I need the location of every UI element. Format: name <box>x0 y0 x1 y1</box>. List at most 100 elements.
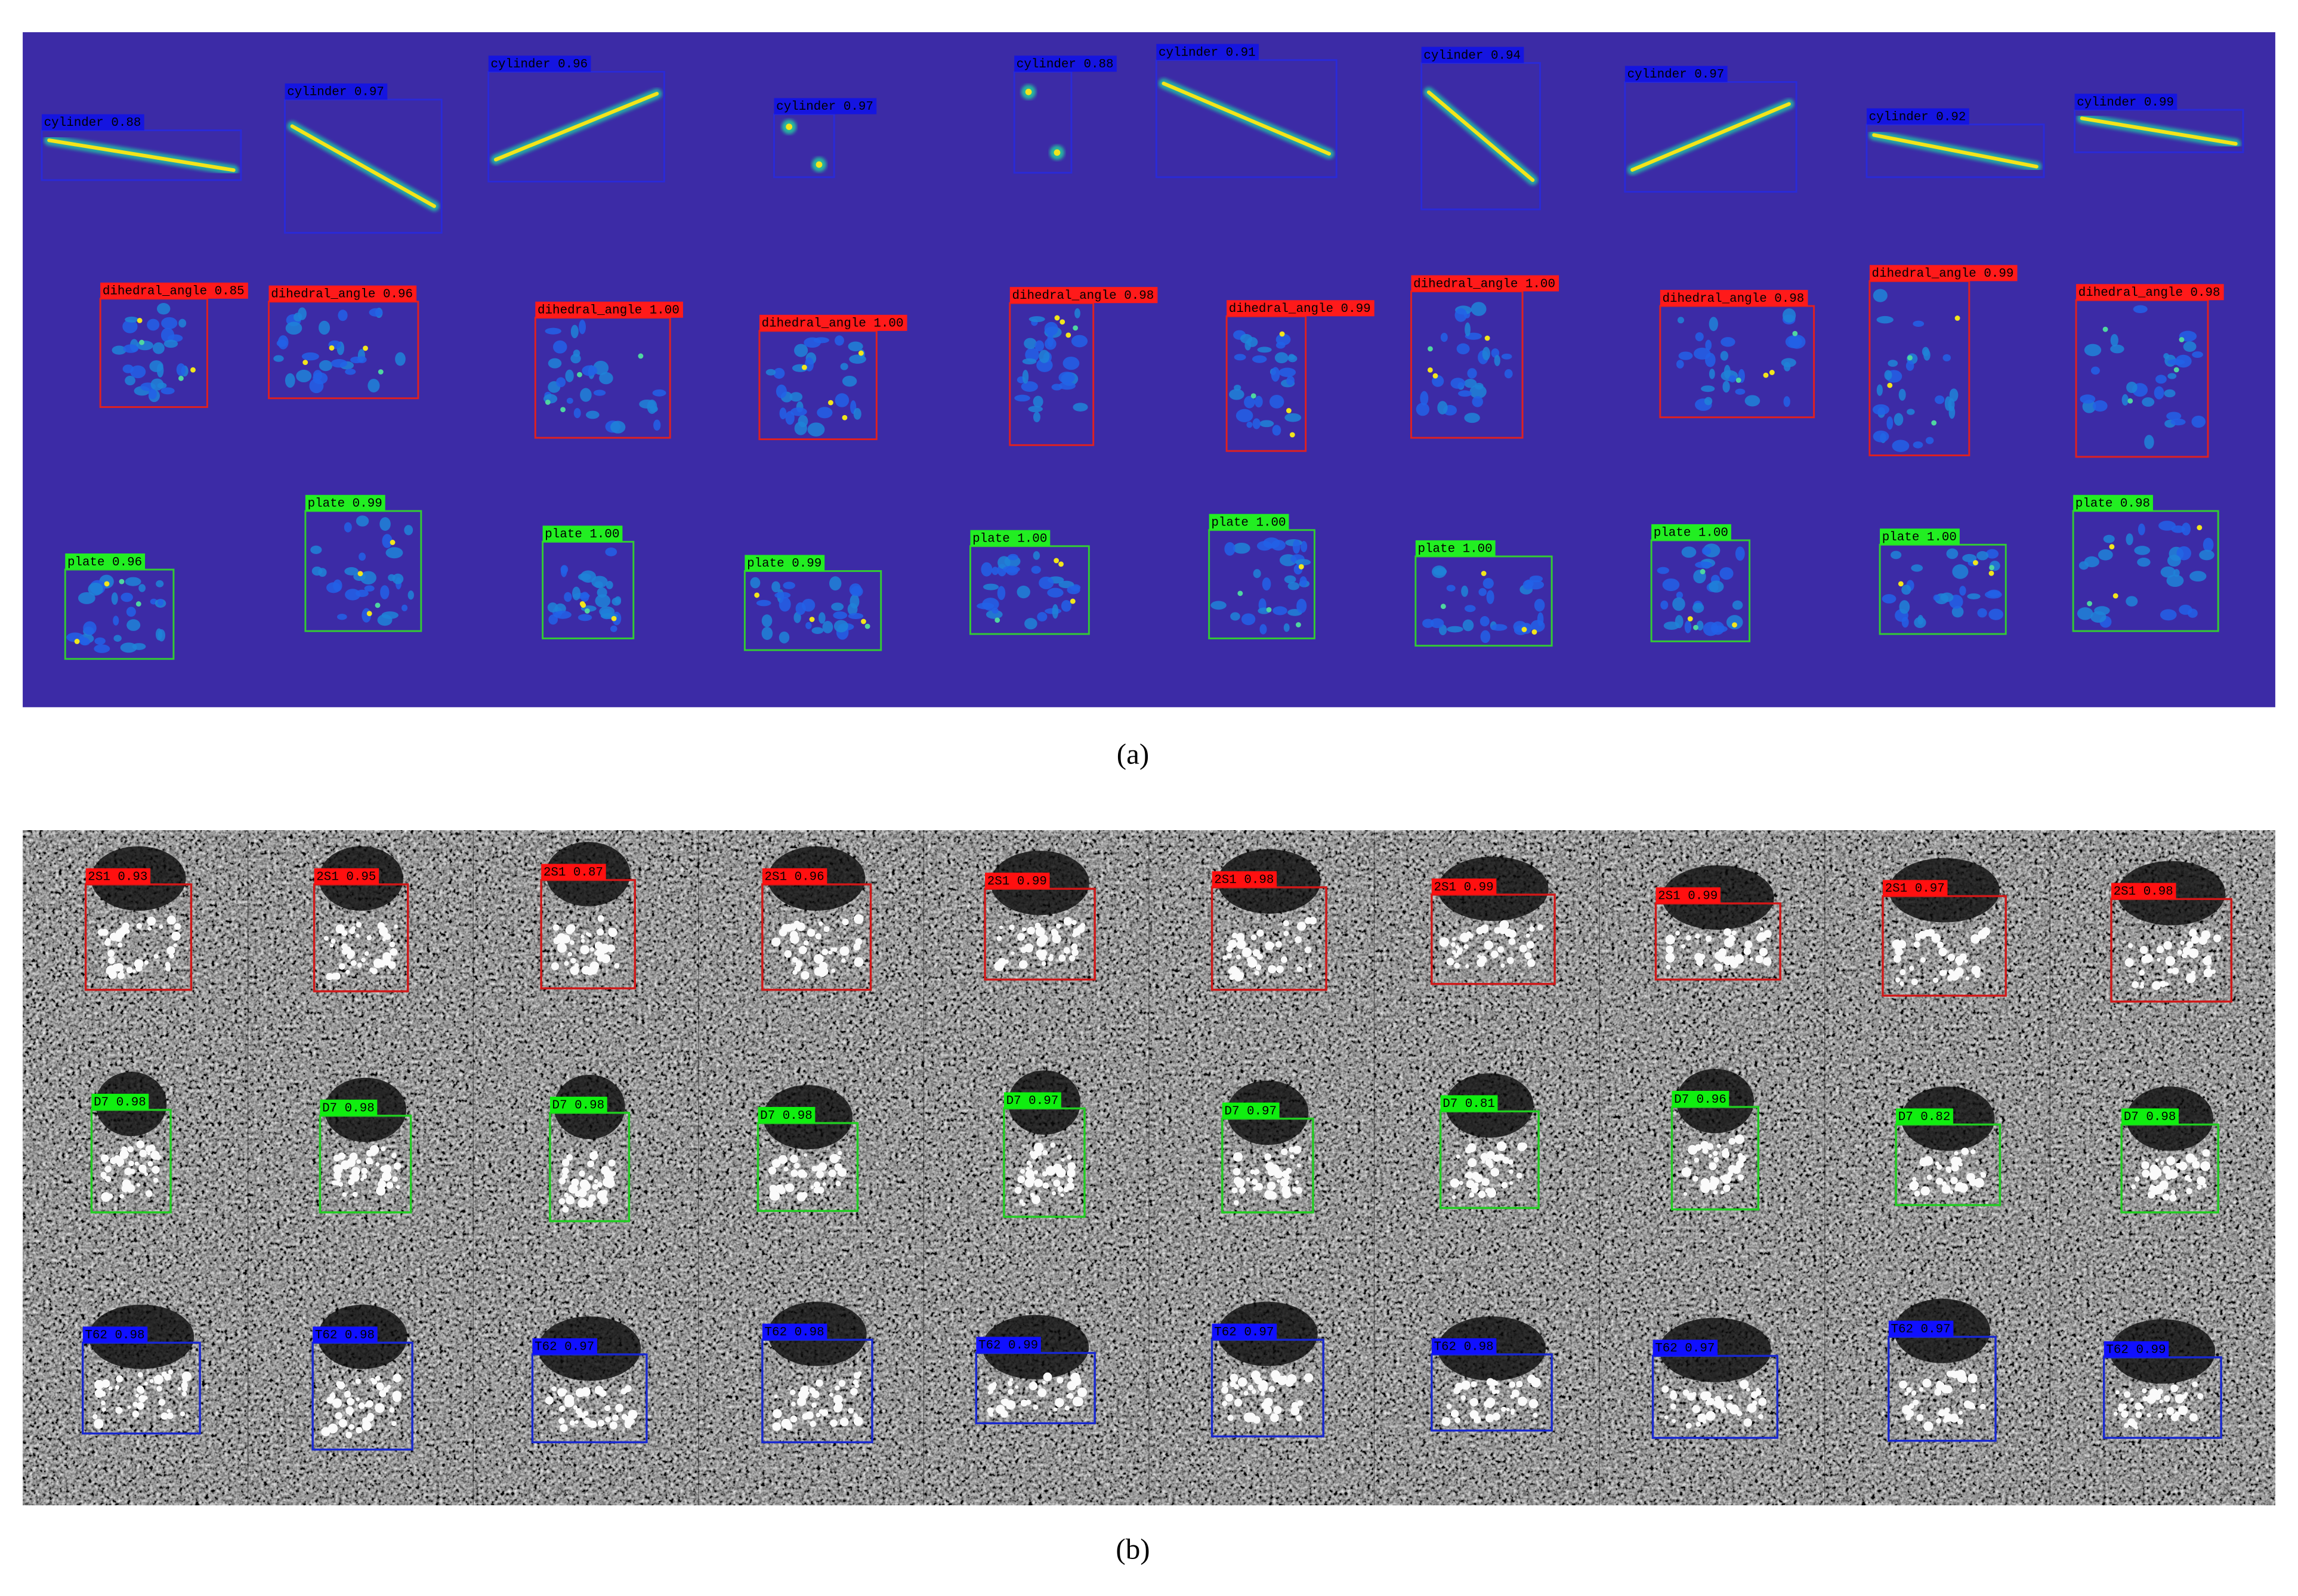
scatter-blob <box>835 393 850 407</box>
target-speckle <box>1035 927 1045 937</box>
target-speckle <box>1959 953 1967 961</box>
target-speckle <box>1695 1144 1702 1151</box>
target-speckle <box>620 1388 628 1395</box>
target-speckle <box>1757 932 1767 942</box>
target-speckle <box>610 1171 616 1176</box>
scatter-blob <box>561 565 567 577</box>
scatter-blob <box>1663 621 1680 630</box>
scatter-blob <box>338 310 348 321</box>
label-background <box>762 1323 827 1340</box>
target-speckle <box>2191 935 2200 944</box>
scatter-blob <box>313 372 328 385</box>
scatter-peak <box>1054 558 1060 564</box>
target-speckle <box>1484 940 1494 950</box>
target-speckle <box>335 1412 342 1419</box>
target-speckle <box>1906 1387 1912 1393</box>
target-speckle <box>1268 1385 1275 1393</box>
scatter-blob <box>1922 347 1929 357</box>
scatter-blob <box>652 389 666 397</box>
target-speckle <box>568 1184 578 1194</box>
target-speckle <box>321 1427 331 1437</box>
scatter-blob <box>610 420 626 434</box>
target-speckle <box>371 1379 378 1385</box>
detection-label: T62 0.97 <box>535 1341 594 1354</box>
scatter-blob <box>344 567 359 576</box>
target-speckle <box>2139 984 2144 989</box>
target-speckle <box>783 1167 789 1172</box>
scatter-blob <box>156 580 164 587</box>
scatter-peak <box>861 618 866 624</box>
target-speckle <box>110 966 115 970</box>
target-speckle <box>373 958 383 969</box>
scatter-peak <box>754 592 760 598</box>
target-speckle <box>1450 1178 1460 1188</box>
target-speckle <box>839 946 850 956</box>
target-speckle <box>558 1177 566 1184</box>
target-speckle <box>1675 930 1680 936</box>
target-speckle <box>1755 955 1763 963</box>
detection-label: 2S1 0.95 <box>316 871 376 884</box>
target-speckle <box>1723 1184 1731 1192</box>
target-speckle <box>2182 1394 2187 1399</box>
target-speckle <box>350 960 357 966</box>
scatter-peak <box>1298 564 1304 570</box>
target-speckle <box>2177 949 2182 955</box>
scatter-blob <box>614 596 622 604</box>
scatter-blob <box>1692 602 1704 613</box>
scatter-blob <box>817 407 833 419</box>
scatter-blob <box>2158 521 2176 531</box>
target-speckle <box>1529 926 1535 932</box>
target-speckle <box>2186 941 2194 948</box>
scatter-blob <box>1684 620 1692 633</box>
scatter-blob <box>1976 551 1989 561</box>
target-speckle <box>1469 1192 1475 1198</box>
target-speckle <box>580 939 585 943</box>
target-speckle <box>562 1206 569 1213</box>
target-speckle <box>1713 1190 1718 1195</box>
scatter-blob <box>2192 351 2203 358</box>
target-speckle <box>1893 955 1901 963</box>
detection-label: plate 1.00 <box>1882 531 1957 545</box>
scatter-blob <box>779 596 791 612</box>
target-speckle <box>159 924 163 929</box>
scatter-blob <box>1044 338 1057 350</box>
target-speckle <box>1932 977 1939 983</box>
target-speckle <box>361 1167 368 1174</box>
target-speckle <box>1462 935 1469 942</box>
target-speckle <box>336 1401 341 1405</box>
target-speckle <box>2207 965 2211 969</box>
target-speckle <box>1734 954 1744 964</box>
target-speckle <box>1004 959 1009 964</box>
scatter-blob <box>276 339 287 347</box>
target-speckle <box>560 1424 568 1433</box>
target-speckle <box>823 926 830 933</box>
target-speckle <box>561 1159 570 1167</box>
target-speckle <box>561 935 571 944</box>
target-speckle <box>605 1416 611 1422</box>
scatter-blob <box>1709 369 1715 379</box>
scatter-blob <box>356 515 369 527</box>
target-speckle <box>2165 955 2176 966</box>
target-speckle <box>1471 1381 1477 1387</box>
detection-label: T62 0.98 <box>1434 1341 1494 1354</box>
target-speckle <box>2121 1410 2129 1418</box>
label-background <box>313 1326 378 1343</box>
target-speckle <box>594 951 598 955</box>
target-speckle <box>1496 1141 1507 1152</box>
label-background <box>2074 94 2177 110</box>
label-background <box>1440 1095 1498 1112</box>
scatter-blob <box>1913 441 1923 449</box>
scatter-peak <box>1237 590 1243 596</box>
target-speckle <box>611 1414 619 1421</box>
scatter-blob <box>1464 413 1480 423</box>
target-speckle <box>614 963 620 969</box>
scatter-blob <box>1271 540 1286 551</box>
scatter-blob <box>1234 354 1246 361</box>
scatter-blob <box>1676 360 1684 369</box>
target-speckle <box>336 1178 341 1182</box>
detection-label: D7 0.98 <box>94 1096 146 1110</box>
detection-label: cylinder 0.94 <box>1423 49 1521 63</box>
target-speckle <box>1509 1381 1516 1388</box>
scatter-blob <box>121 592 133 602</box>
label-background <box>1624 66 1728 82</box>
